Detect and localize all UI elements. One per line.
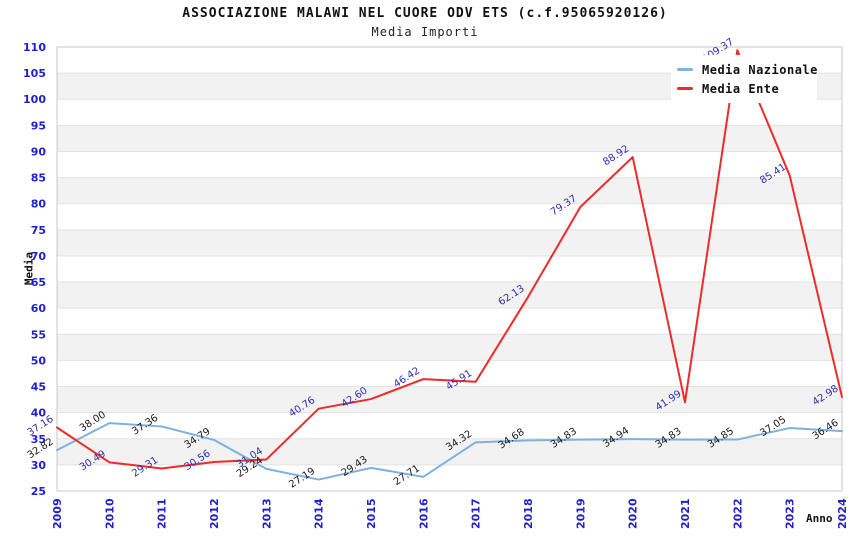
legend: Media Nazionale Media Ente	[671, 55, 817, 103]
legend-label-nazionale: Media Nazionale	[702, 62, 818, 77]
grid-band	[57, 151, 842, 178]
y-tick-label: 100	[23, 93, 46, 106]
grid-band	[57, 177, 842, 204]
legend-item-media-ente: Media Ente	[677, 79, 817, 98]
y-tick-label: 40	[31, 407, 47, 420]
plot-border	[56, 46, 843, 492]
x-tick-label: 2018	[522, 498, 535, 529]
grid-band	[57, 308, 842, 335]
grid-band	[57, 125, 842, 152]
legend-swatch-nazionale	[677, 68, 693, 71]
x-tick-label: 2013	[260, 498, 273, 529]
y-tick-label: 35	[31, 433, 46, 446]
grid-band	[57, 282, 842, 309]
y-tick-label: 30	[31, 459, 47, 472]
x-tick-label: 2023	[784, 498, 797, 529]
y-tick-label: 25	[31, 485, 46, 498]
x-axis-title: Anno	[806, 512, 833, 525]
series-line-media-nazionale	[56, 422, 843, 481]
x-tick-label: 2014	[313, 498, 326, 529]
x-tick-label: 2009	[51, 498, 64, 529]
x-tick-label: 2012	[208, 498, 221, 529]
chart-subtitle: Media Importi	[371, 25, 479, 39]
grid-band	[57, 229, 842, 256]
grid-band	[57, 360, 842, 387]
chart-title: ASSOCIAZIONE MALAWI NEL CUORE ODV ETS (c…	[182, 6, 668, 21]
x-tick-label: 2011	[156, 498, 169, 529]
grid-band	[57, 464, 842, 491]
legend-item-media-nazionale: Media Nazionale	[677, 60, 817, 79]
y-tick-label: 75	[31, 224, 46, 237]
grid-band	[57, 255, 842, 283]
grid-band	[57, 412, 842, 439]
y-tick-label: 50	[31, 354, 47, 367]
x-tick-label: 2015	[365, 498, 378, 529]
y-tick-label: 60	[31, 302, 47, 315]
grid-band	[57, 99, 842, 126]
x-tick-label: 2016	[417, 498, 430, 529]
x-tick-label: 2024	[836, 498, 849, 529]
x-tick-label: 2020	[627, 498, 640, 529]
y-tick-label: 55	[31, 328, 46, 341]
y-tick-label: 90	[31, 145, 47, 158]
grid-band	[57, 386, 842, 413]
y-tick-label: 110	[23, 41, 46, 54]
y-tick-label: 70	[31, 250, 47, 263]
x-tick-label: 2010	[103, 498, 116, 529]
y-tick-label: 45	[31, 381, 46, 394]
grid-band	[57, 203, 842, 230]
legend-swatch-ente	[677, 87, 693, 90]
x-tick-label: 2017	[470, 498, 483, 529]
x-tick-label: 2022	[731, 498, 744, 529]
y-tick-label: 80	[31, 198, 47, 211]
y-tick-label: 95	[31, 119, 46, 132]
x-tick-label: 2019	[574, 498, 587, 529]
grid-band	[57, 334, 842, 361]
series-line-media-ente	[56, 49, 843, 470]
y-tick-label: 105	[23, 67, 46, 80]
x-tick-label: 2021	[679, 498, 692, 529]
legend-label-ente: Media Ente	[702, 81, 780, 96]
y-tick-label: 65	[31, 276, 46, 289]
y-tick-label: 85	[31, 172, 46, 185]
